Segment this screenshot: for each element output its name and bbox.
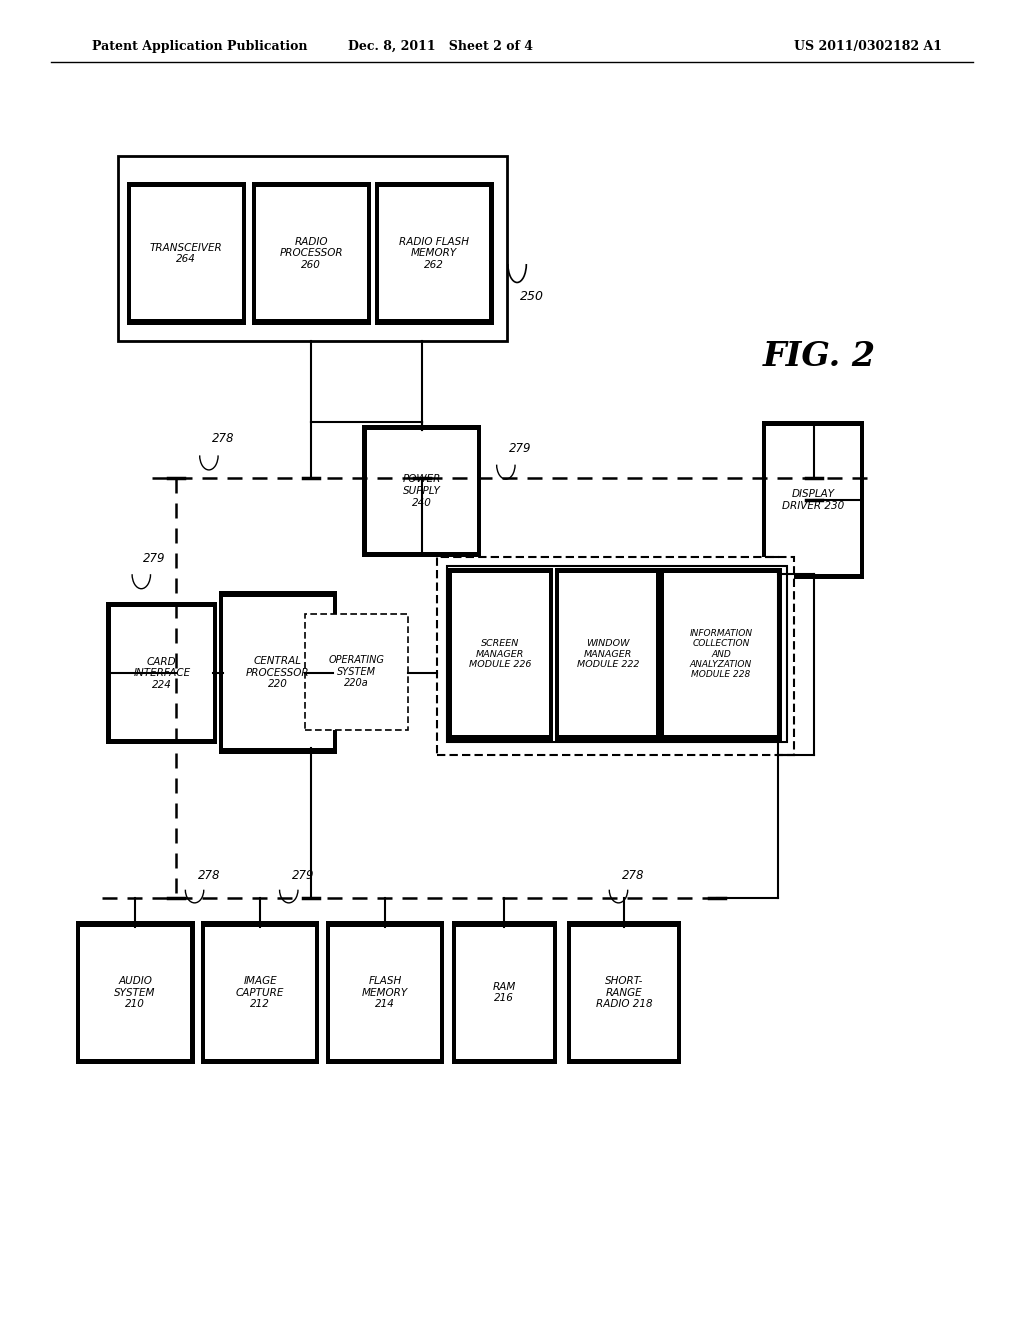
Bar bbox=[111, 607, 213, 739]
Text: SHORT-
RANGE
RADIO 218: SHORT- RANGE RADIO 218 bbox=[596, 975, 652, 1010]
Bar bbox=[223, 597, 333, 748]
Text: SCREEN
MANAGER
MODULE 226: SCREEN MANAGER MODULE 226 bbox=[469, 639, 531, 669]
Text: 279: 279 bbox=[143, 552, 166, 565]
Bar bbox=[659, 568, 782, 741]
Text: DISPLAY
DRIVER 230: DISPLAY DRIVER 230 bbox=[782, 490, 844, 511]
Text: FIG. 2: FIG. 2 bbox=[763, 339, 876, 372]
Bar bbox=[555, 568, 660, 741]
Bar bbox=[219, 591, 337, 754]
Text: FLASH
MEMORY
214: FLASH MEMORY 214 bbox=[361, 975, 409, 1010]
Bar bbox=[559, 573, 656, 735]
Bar bbox=[379, 187, 489, 319]
Bar bbox=[330, 927, 440, 1059]
Bar bbox=[375, 182, 494, 325]
Text: 279: 279 bbox=[509, 442, 531, 455]
Bar bbox=[106, 602, 217, 744]
Bar bbox=[762, 421, 864, 579]
Bar bbox=[326, 921, 444, 1064]
Bar bbox=[76, 921, 195, 1064]
Bar bbox=[452, 921, 557, 1064]
Bar bbox=[201, 921, 319, 1064]
Bar bbox=[252, 182, 371, 325]
Text: AUDIO
SYSTEM
210: AUDIO SYSTEM 210 bbox=[115, 975, 156, 1010]
Bar bbox=[766, 426, 860, 574]
Text: 278: 278 bbox=[212, 432, 234, 445]
Text: WINDOW
MANAGER
MODULE 222: WINDOW MANAGER MODULE 222 bbox=[577, 639, 639, 669]
Text: 278: 278 bbox=[198, 869, 220, 882]
Bar bbox=[447, 568, 553, 741]
Text: CENTRAL
PROCESSOR
220: CENTRAL PROCESSOR 220 bbox=[246, 656, 310, 689]
Text: OPERATING
SYSTEM
220a: OPERATING SYSTEM 220a bbox=[329, 655, 384, 689]
Bar bbox=[367, 430, 477, 552]
Bar bbox=[447, 566, 787, 742]
Bar bbox=[362, 425, 481, 557]
Text: Patent Application Publication: Patent Application Publication bbox=[92, 40, 307, 53]
Bar bbox=[131, 187, 242, 319]
Text: RADIO
PROCESSOR
260: RADIO PROCESSOR 260 bbox=[280, 236, 343, 271]
Text: CARD
INTERFACE
224: CARD INTERFACE 224 bbox=[133, 656, 190, 690]
Text: INFORMATION
COLLECTION
AND
ANALYZATION
MODULE 228: INFORMATION COLLECTION AND ANALYZATION M… bbox=[689, 628, 753, 680]
Text: 279: 279 bbox=[292, 869, 314, 882]
Bar bbox=[80, 927, 190, 1059]
Text: POWER
SUPPLY
240: POWER SUPPLY 240 bbox=[402, 474, 441, 508]
Bar bbox=[256, 187, 367, 319]
Text: 278: 278 bbox=[622, 869, 644, 882]
Bar bbox=[571, 927, 677, 1059]
Text: US 2011/0302182 A1: US 2011/0302182 A1 bbox=[794, 40, 942, 53]
Bar bbox=[456, 927, 553, 1059]
Text: 250: 250 bbox=[520, 290, 544, 304]
Bar bbox=[567, 921, 681, 1064]
Bar bbox=[127, 182, 246, 325]
Bar bbox=[452, 573, 549, 735]
Bar bbox=[205, 927, 315, 1059]
Bar bbox=[664, 573, 778, 735]
Bar bbox=[305, 614, 408, 730]
Text: RADIO FLASH
MEMORY
262: RADIO FLASH MEMORY 262 bbox=[399, 236, 469, 271]
Text: Dec. 8, 2011   Sheet 2 of 4: Dec. 8, 2011 Sheet 2 of 4 bbox=[348, 40, 532, 53]
Bar bbox=[437, 557, 794, 755]
Text: RAM
216: RAM 216 bbox=[493, 982, 516, 1003]
Text: IMAGE
CAPTURE
212: IMAGE CAPTURE 212 bbox=[236, 975, 285, 1010]
Bar bbox=[118, 156, 507, 341]
Text: TRANSCEIVER
264: TRANSCEIVER 264 bbox=[150, 243, 223, 264]
